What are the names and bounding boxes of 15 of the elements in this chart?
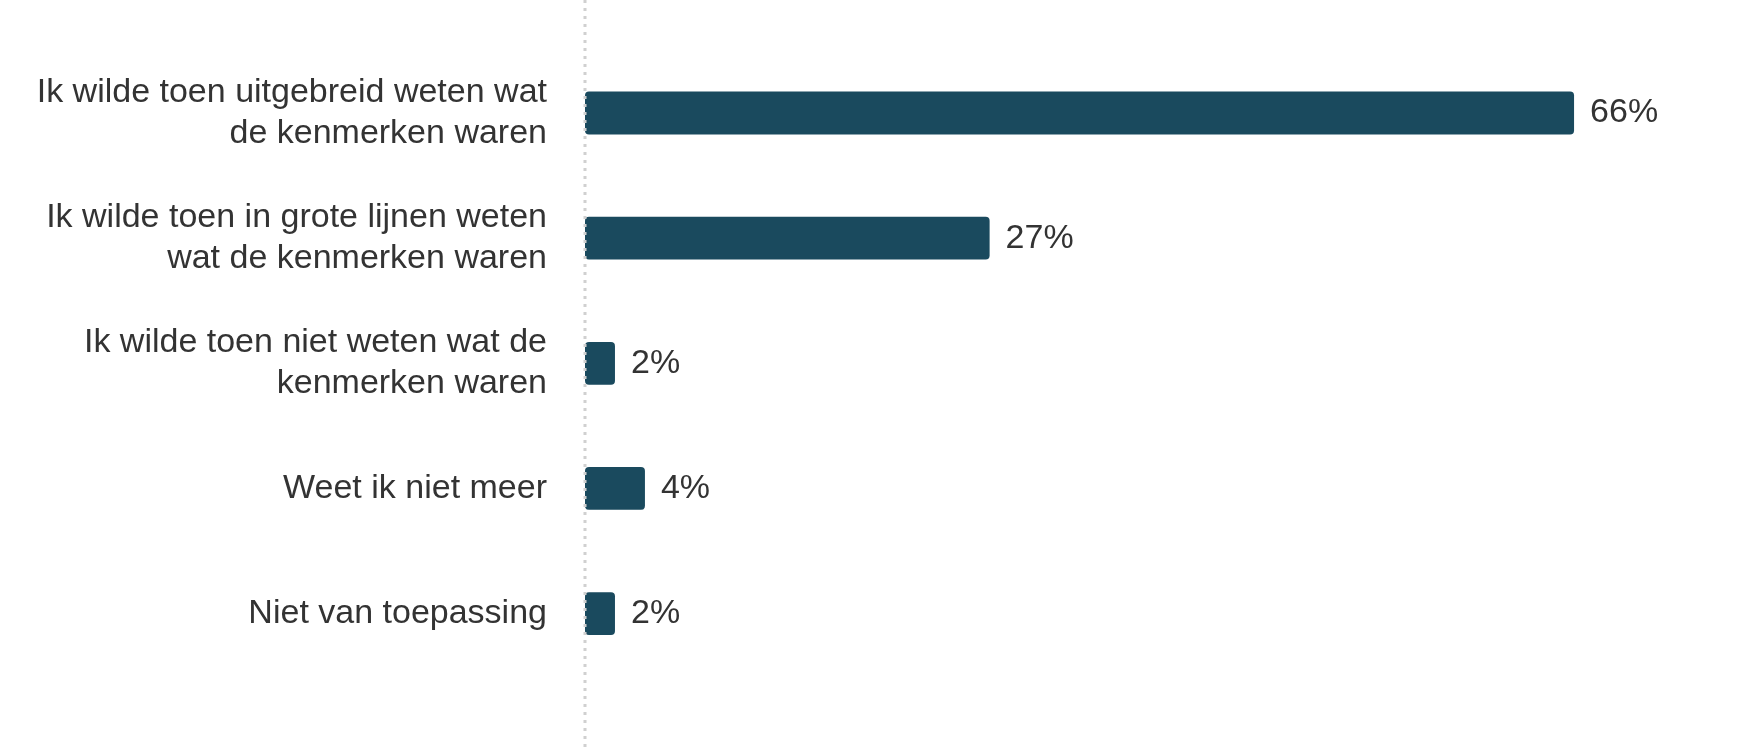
bar [585, 91, 1575, 135]
bar [585, 592, 615, 636]
bar [585, 216, 990, 260]
y-tick-label: Niet van toepassing [248, 591, 547, 630]
data-label: 2% [630, 591, 681, 630]
data-label: 4% [660, 466, 711, 505]
data-label: 66% [1590, 91, 1659, 130]
y-tick-label: Ik wilde toen in grote lijnen weten wat de kenmerken waren [46, 196, 547, 275]
data-label: 27% [1005, 216, 1074, 255]
bar [585, 341, 615, 385]
y-tick-label: Weet ik niet meer [283, 466, 547, 505]
bar [585, 467, 645, 510]
y-tick-label: Ik wilde toen niet weten wat de kenmerken waren [83, 321, 547, 401]
y-tick-label: Ik wilde toen uitgebreid weten wat de kenmerken waren [36, 70, 548, 150]
data-label: 2% [630, 341, 681, 380]
